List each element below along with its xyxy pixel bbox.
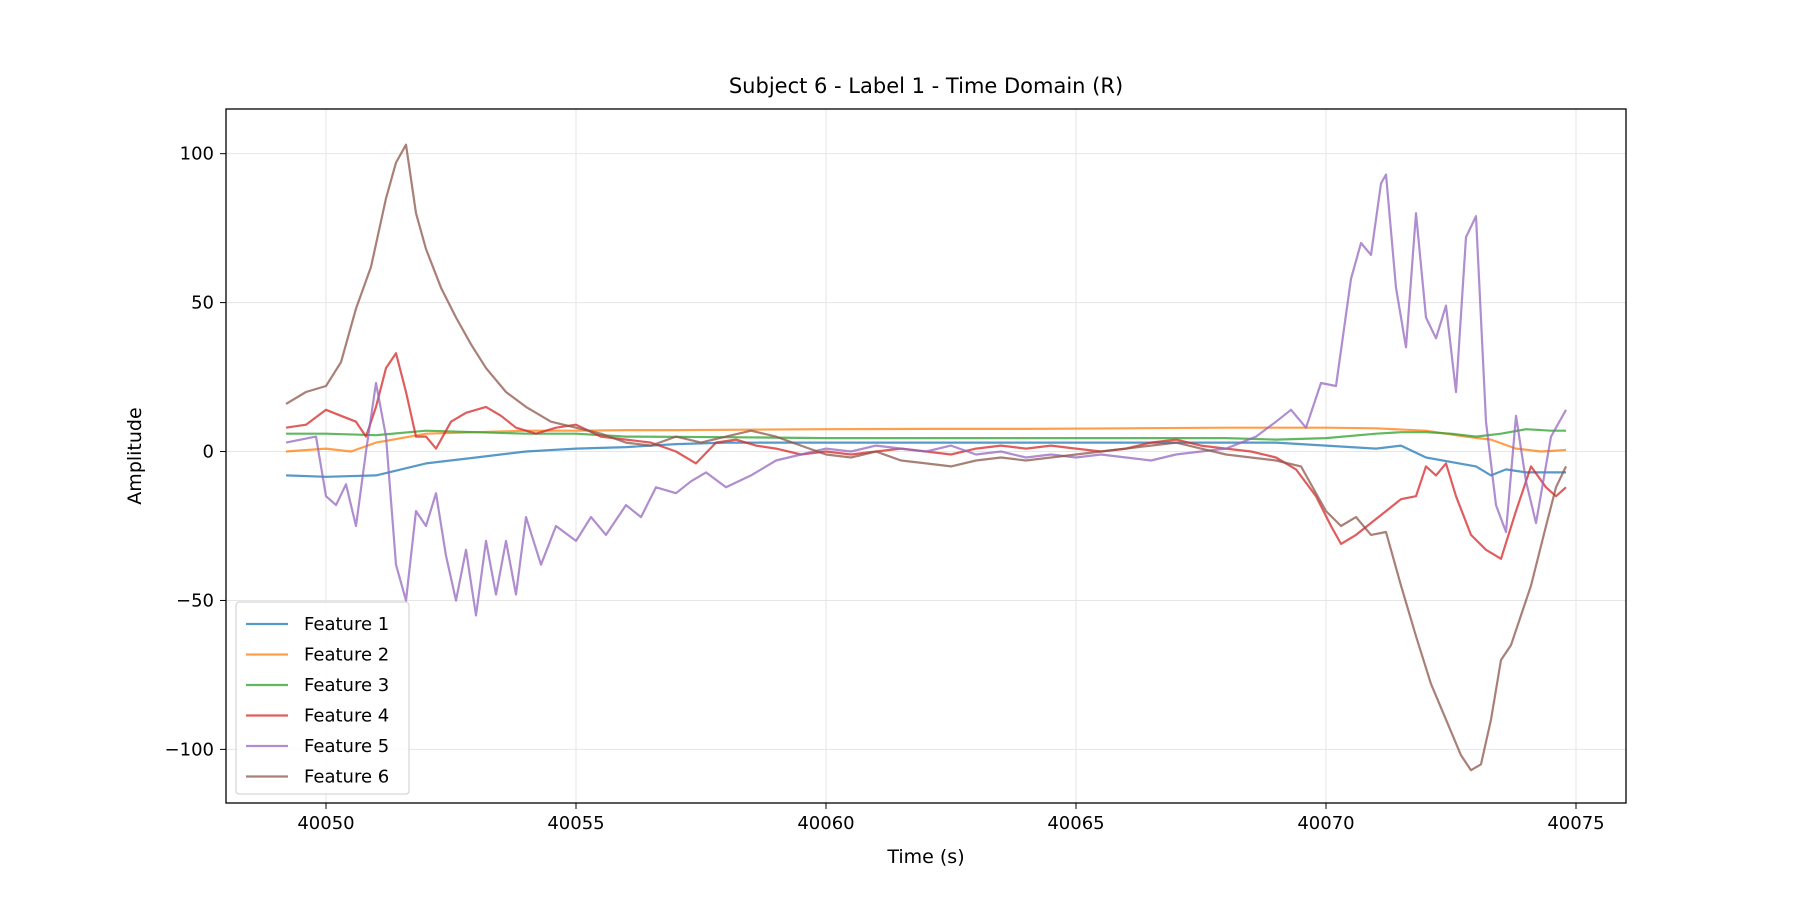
- plot-frame: [225, 108, 1627, 804]
- x-tick-label: 40065: [1047, 813, 1104, 834]
- chart-title: Subject 6 - Label 1 - Time Domain (R): [729, 74, 1123, 98]
- y-tick-label: 100: [180, 144, 214, 165]
- y-tick-label: −50: [176, 590, 214, 611]
- legend: Feature 1 Feature 2 Feature 3 Feature 4 Feat…: [235, 601, 410, 795]
- legend-label: Feature 5: [304, 736, 389, 757]
- y-tick-label: 0: [203, 442, 214, 463]
- y-axis-ticks: −100 −50 0 50 100: [165, 144, 226, 760]
- legend-label: Feature 2: [304, 645, 389, 666]
- series-line-feature-6: [285, 143, 1567, 772]
- legend-label: Feature 4: [304, 706, 389, 727]
- x-tick-label: 40070: [1297, 813, 1354, 834]
- series-lines: [285, 143, 1567, 772]
- y-tick-label: −100: [165, 739, 214, 760]
- grid-lines: [226, 109, 1626, 803]
- series-line-feature-2: [285, 426, 1567, 453]
- x-tick-label: 40075: [1547, 813, 1604, 834]
- x-tick-label: 40060: [797, 813, 854, 834]
- legend-entries: Feature 1 Feature 2 Feature 3 Feature 4 Feat…: [246, 614, 389, 788]
- series-line-feature-5: [285, 173, 1567, 617]
- x-axis-label: Time (s): [886, 846, 964, 868]
- legend-label: Feature 1: [304, 614, 389, 635]
- series-line-feature-3: [286, 428, 1566, 441]
- y-axis-label: Amplitude: [124, 407, 146, 504]
- x-axis-ticks: 40050 40055 40060 40065 40070 40075: [297, 803, 1605, 834]
- y-tick-label: 50: [191, 293, 214, 314]
- legend-label: Feature 3: [304, 675, 389, 696]
- x-tick-label: 40050: [297, 813, 354, 834]
- series-line-feature-1: [285, 441, 1566, 478]
- x-tick-label: 40055: [547, 813, 604, 834]
- legend-label: Feature 6: [304, 767, 389, 788]
